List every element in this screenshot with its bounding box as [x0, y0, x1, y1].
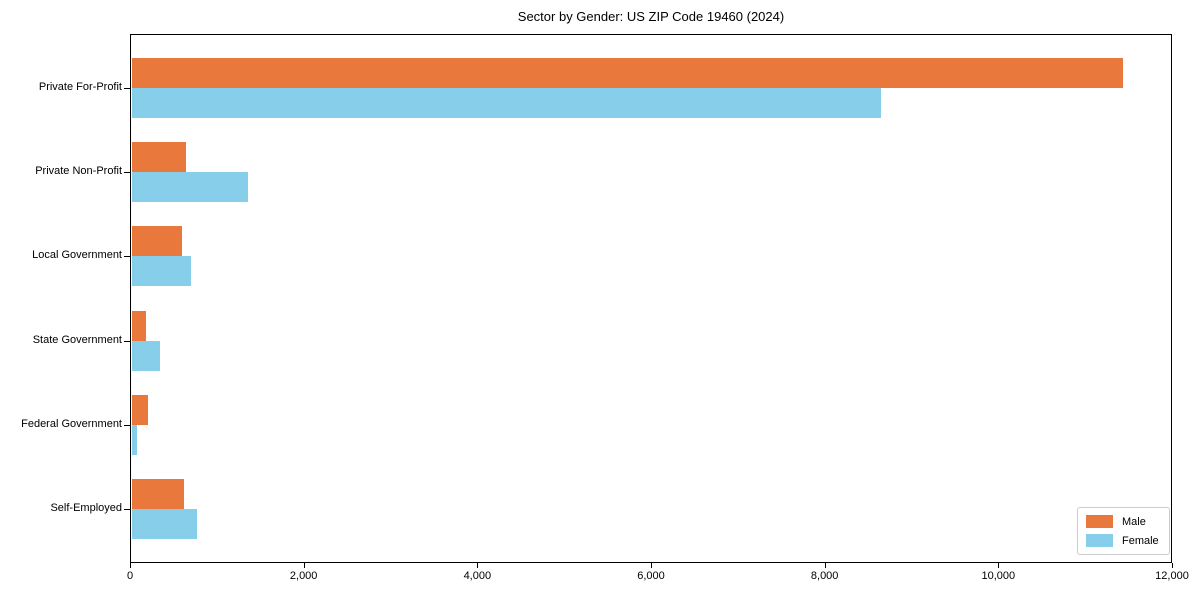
x-tick-mark [998, 563, 1000, 568]
x-tick-label: 10,000 [981, 570, 1016, 582]
y-tick-label: Federal Government [21, 417, 122, 430]
y-tick-label: Private For-Profit [38, 81, 122, 93]
bar-female-3 [131, 256, 191, 287]
bar-male-1 [131, 58, 1124, 88]
y-tick-mark [124, 256, 130, 258]
legend-label: Male [1122, 515, 1146, 528]
x-tick-mark [477, 563, 479, 568]
x-tick-label: 8,000 [810, 570, 839, 582]
bar-female-5 [131, 424, 138, 455]
bar-female-6 [131, 509, 198, 539]
bar-male-4 [131, 310, 147, 341]
x-tick-label: 4,000 [463, 570, 492, 582]
y-tick-label: State Government [32, 333, 122, 346]
x-tick-mark [130, 563, 131, 568]
y-tick-mark [124, 88, 130, 89]
y-tick-mark [124, 424, 130, 426]
bar-female-4 [131, 340, 160, 371]
bar-female-1 [131, 88, 881, 118]
legend: Male Female [1077, 507, 1170, 555]
x-tick-mark [651, 563, 652, 568]
x-tick-label: 6,000 [637, 570, 665, 582]
bar-male-2 [131, 142, 186, 173]
legend-label: Female [1122, 534, 1159, 547]
x-tick-label: 2,000 [289, 570, 318, 582]
y-tick-label: Local Government [32, 249, 122, 262]
x-tick-label: 12,000 [1155, 570, 1189, 582]
x-tick-label: 0 [126, 570, 134, 582]
plot-area [130, 34, 1172, 563]
y-tick-label: Self-Employed [50, 502, 122, 514]
bar-male-3 [131, 226, 182, 257]
y-tick-label: Private Non-Profit [35, 165, 122, 178]
legend-swatch-female [1086, 534, 1113, 547]
y-tick-mark [124, 172, 130, 174]
x-tick-mark [824, 563, 826, 568]
bar-male-5 [131, 394, 148, 425]
chart-title: Sector by Gender: US ZIP Code 19460 (202… [517, 9, 785, 24]
y-tick-mark [124, 340, 130, 342]
y-tick-mark [124, 509, 130, 510]
x-tick-mark [303, 563, 305, 568]
legend-item-male: Male [1086, 515, 1161, 528]
x-tick-mark [1172, 563, 1173, 568]
legend-swatch-male [1086, 515, 1113, 528]
bar-female-2 [131, 172, 248, 203]
legend-item-female: Female [1086, 534, 1161, 547]
bar-male-6 [131, 479, 184, 509]
